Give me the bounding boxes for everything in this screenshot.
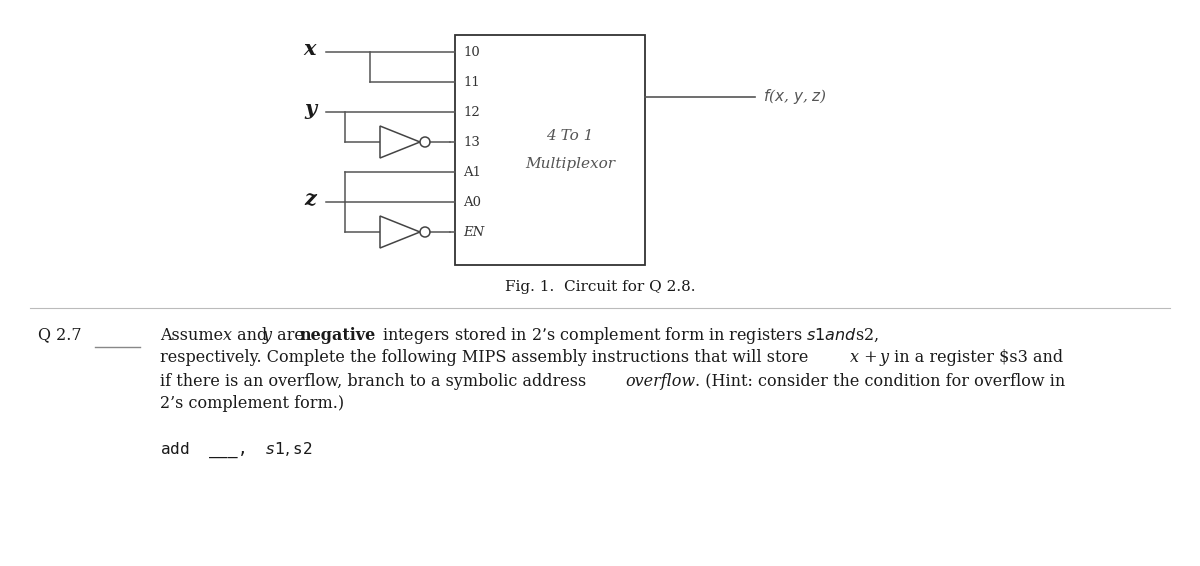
- Text: 4 To 1: 4 To 1: [546, 129, 594, 143]
- Text: Assume: Assume: [160, 327, 228, 344]
- Text: integers stored in 2’s complement form in registers $s1 and $s2,: integers stored in 2’s complement form i…: [377, 324, 878, 345]
- Text: . (Hint: consider the condition for overflow in: . (Hint: consider the condition for over…: [695, 372, 1066, 389]
- Text: in a register $s3 and: in a register $s3 and: [889, 349, 1063, 367]
- Text: z: z: [304, 189, 316, 209]
- Text: add  ___,  $s1,  $s2: add ___, $s1, $s2: [160, 440, 312, 460]
- Text: $f$($x$, $y$, $z$): $f$($x$, $y$, $z$): [763, 88, 827, 106]
- Text: x: x: [223, 327, 232, 344]
- Text: overflow: overflow: [625, 372, 695, 389]
- Text: 13: 13: [463, 135, 480, 148]
- Polygon shape: [380, 216, 420, 248]
- Text: respectively. Complete the following MIPS assembly instructions that will store: respectively. Complete the following MIP…: [160, 349, 814, 367]
- Text: EN: EN: [463, 225, 485, 238]
- Text: are: are: [272, 327, 310, 344]
- Text: Fig. 1.  Circuit for Q 2.8.: Fig. 1. Circuit for Q 2.8.: [505, 280, 695, 294]
- Text: and: and: [232, 327, 272, 344]
- Text: if there is an overflow, branch to a symbolic address: if there is an overflow, branch to a sym…: [160, 372, 592, 389]
- Text: x: x: [850, 349, 859, 367]
- Text: Q 2.7: Q 2.7: [38, 327, 82, 344]
- Text: y: y: [304, 99, 316, 119]
- Text: Multiplexor: Multiplexor: [526, 157, 616, 171]
- Text: A0: A0: [463, 195, 481, 208]
- Text: 2’s complement form.): 2’s complement form.): [160, 396, 344, 413]
- Text: x: x: [304, 39, 317, 59]
- Text: A1: A1: [463, 165, 481, 178]
- Text: negative: negative: [300, 327, 377, 344]
- Text: +: +: [859, 349, 883, 367]
- Text: 11: 11: [463, 75, 480, 88]
- Text: y: y: [263, 327, 272, 344]
- Text: y: y: [880, 349, 889, 367]
- Text: 12: 12: [463, 105, 480, 118]
- Text: 10: 10: [463, 45, 480, 58]
- Polygon shape: [380, 126, 420, 158]
- Bar: [455, 35, 646, 265]
